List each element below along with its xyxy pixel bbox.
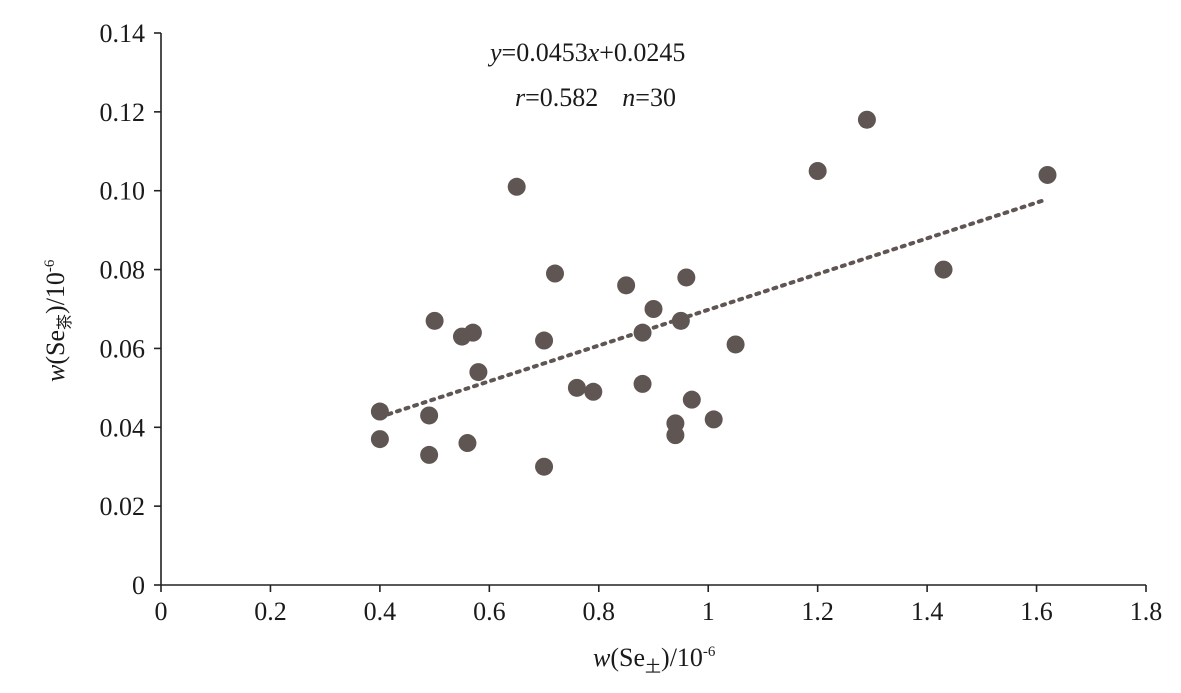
y-tick-label: 0.04 <box>100 413 146 442</box>
axes <box>160 33 1146 586</box>
regression-stats: r=0.582 n=30 <box>515 83 676 112</box>
x-tick-label: 1.4 <box>911 597 944 626</box>
data-point <box>617 276 636 295</box>
y-tick-label: 0.02 <box>100 492 146 521</box>
stats-n: n <box>622 83 635 112</box>
y-tick-label: 0.14 <box>100 19 146 48</box>
x-title-subscript: 土 <box>645 658 661 676</box>
data-point <box>857 110 876 129</box>
data-point <box>726 335 745 354</box>
data-point <box>584 382 603 401</box>
data-point <box>1038 165 1057 184</box>
equation-slope: =0.0453 <box>502 38 588 67</box>
data-point <box>535 331 554 350</box>
x-tick-label: 0.8 <box>583 597 616 626</box>
data-point <box>463 323 482 342</box>
y-tick-label: 0.06 <box>100 334 146 363</box>
x-tick-label: 1.2 <box>801 597 834 626</box>
y-title-w: w <box>41 364 70 382</box>
trendline <box>377 198 1045 419</box>
data-point <box>808 162 827 180</box>
equation-x: x <box>587 38 600 67</box>
x-tick-label: 0.2 <box>254 597 287 626</box>
y-tick-label: 0.12 <box>100 98 146 127</box>
x-tick-label: 0.4 <box>364 597 397 626</box>
data-point <box>671 311 690 330</box>
data-point <box>370 402 389 421</box>
y-tick-label: 0 <box>132 571 145 600</box>
data-point <box>682 390 701 409</box>
data-point <box>425 311 444 330</box>
x-tick-label: 1.8 <box>1130 597 1163 626</box>
y-axis-title: w(Se茶)/10-6 <box>41 259 74 382</box>
data-point <box>644 300 663 318</box>
x-tick-label: 1.6 <box>1020 597 1053 626</box>
x-title-exponent: -6 <box>703 644 716 660</box>
x-tick-label: 0 <box>155 597 168 626</box>
data-point <box>677 268 696 287</box>
data-point <box>458 434 477 453</box>
data-points <box>370 110 1057 476</box>
data-point <box>934 260 953 279</box>
data-point <box>633 374 652 393</box>
y-ticks: 0 0.02 0.04 0.06 0.08 0.10 0.12 0.14 <box>100 19 161 600</box>
data-point <box>704 410 723 429</box>
x-tick-label: 0.6 <box>473 597 506 626</box>
data-point <box>546 264 564 283</box>
x-title-close: )/10 <box>661 643 703 672</box>
y-title-subscript: 茶 <box>56 314 74 330</box>
regression-equation: y=0.0453x+0.0245 <box>487 38 685 67</box>
x-ticks: 0 0.2 0.4 0.6 0.8 1 1.2 1.4 1.6 1.8 <box>155 585 1163 626</box>
data-point <box>666 426 685 445</box>
equation-y: y <box>487 38 502 67</box>
data-point <box>535 457 554 476</box>
data-point <box>469 363 488 382</box>
x-title-open: (Se <box>610 643 645 672</box>
data-point <box>420 406 439 425</box>
x-axis-title: w(Se土)/10-6 <box>593 643 716 676</box>
x-tick-label: 1 <box>702 597 715 626</box>
x-title-w: w <box>593 643 611 672</box>
y-title-open: (Se <box>41 330 70 365</box>
data-point <box>370 430 389 449</box>
data-point <box>507 177 526 196</box>
data-point <box>420 445 439 464</box>
y-title-exponent: -6 <box>42 259 58 272</box>
y-title-close: )/10 <box>41 272 70 314</box>
stats-n-value: =30 <box>635 83 676 112</box>
stats-r-value: =0.582 <box>525 83 598 112</box>
y-tick-label: 0.10 <box>100 177 146 206</box>
stats-r: r <box>515 83 526 112</box>
data-point <box>633 323 652 342</box>
equation-intercept: +0.0245 <box>599 38 685 67</box>
y-tick-label: 0.08 <box>100 256 146 285</box>
data-point <box>567 378 586 397</box>
